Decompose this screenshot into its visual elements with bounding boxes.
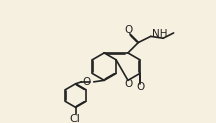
Text: O: O bbox=[82, 77, 90, 87]
Text: Cl: Cl bbox=[69, 114, 80, 123]
Text: O: O bbox=[124, 79, 132, 89]
Text: NH: NH bbox=[152, 29, 167, 38]
Text: O: O bbox=[137, 82, 145, 92]
Text: O: O bbox=[125, 25, 133, 35]
